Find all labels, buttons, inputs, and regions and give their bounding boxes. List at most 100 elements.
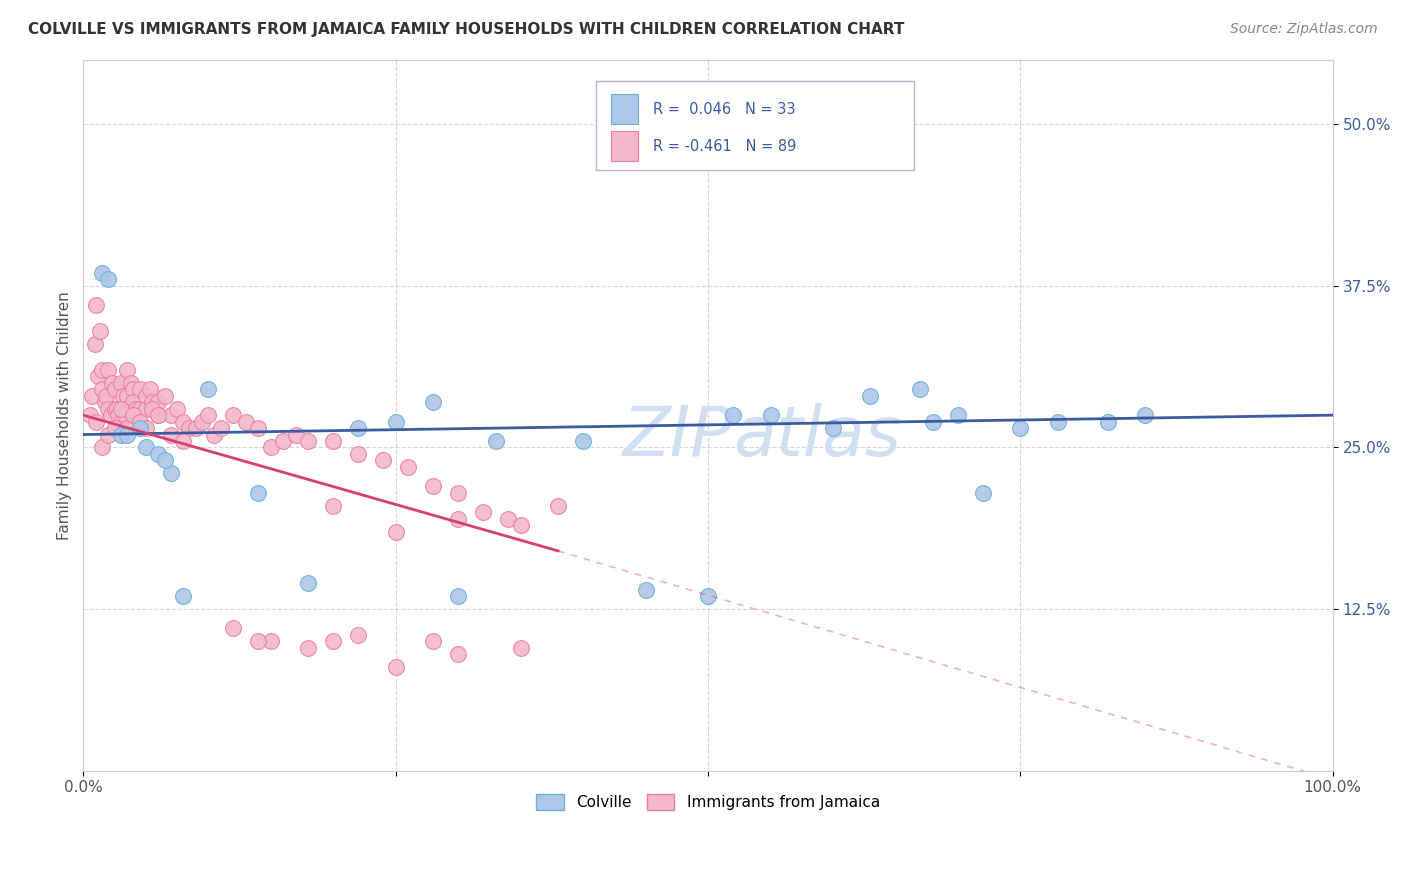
Point — [1046, 415, 1069, 429]
Point — [112, 389, 135, 403]
Point — [148, 395, 170, 409]
Point — [260, 634, 283, 648]
Point — [347, 421, 370, 435]
Point — [141, 395, 163, 409]
Point — [384, 660, 406, 674]
Point — [235, 415, 257, 429]
Point — [94, 389, 117, 403]
Point — [572, 434, 595, 448]
Point — [472, 505, 495, 519]
Point — [697, 589, 720, 603]
Point — [103, 401, 125, 416]
Point — [148, 408, 170, 422]
Point — [115, 389, 138, 403]
Point — [172, 589, 194, 603]
Point — [247, 634, 270, 648]
Point — [347, 447, 370, 461]
Point — [128, 401, 150, 416]
Point — [222, 408, 245, 422]
Point — [172, 415, 194, 429]
Point — [153, 389, 176, 403]
Point — [103, 421, 125, 435]
Point — [759, 408, 782, 422]
Point — [946, 408, 969, 422]
Point — [122, 408, 145, 422]
Point — [128, 421, 150, 435]
Point — [128, 415, 150, 429]
Point — [859, 389, 882, 403]
Point — [97, 363, 120, 377]
Point — [447, 648, 470, 662]
Point — [110, 401, 132, 416]
Point — [322, 499, 344, 513]
Point — [122, 395, 145, 409]
Point — [91, 441, 114, 455]
Point — [384, 524, 406, 539]
Point — [79, 408, 101, 422]
Point — [159, 408, 181, 422]
Point — [91, 363, 114, 377]
Point — [821, 421, 844, 435]
Point — [922, 415, 945, 429]
Point — [103, 382, 125, 396]
Point — [247, 485, 270, 500]
Point — [222, 622, 245, 636]
Point — [91, 382, 114, 396]
Point — [972, 485, 994, 500]
Point — [297, 576, 319, 591]
Text: atlas: atlas — [733, 403, 901, 470]
Legend: Colville, Immigrants from Jamaica: Colville, Immigrants from Jamaica — [530, 789, 886, 816]
Point — [115, 427, 138, 442]
Point — [84, 415, 107, 429]
Point — [135, 401, 157, 416]
Y-axis label: Family Households with Children: Family Households with Children — [58, 291, 72, 540]
Point — [141, 401, 163, 416]
Text: R = -0.461   N = 89: R = -0.461 N = 89 — [652, 139, 796, 153]
Point — [110, 427, 132, 442]
Point — [110, 415, 132, 429]
Point — [485, 434, 508, 448]
Point — [1097, 415, 1119, 429]
Point — [101, 376, 124, 390]
Point — [166, 401, 188, 416]
Point — [297, 640, 319, 655]
FancyBboxPatch shape — [596, 81, 914, 169]
Point — [184, 421, 207, 435]
Point — [114, 408, 136, 422]
Point — [135, 421, 157, 435]
Point — [122, 382, 145, 396]
Text: R =  0.046   N = 33: R = 0.046 N = 33 — [652, 102, 796, 117]
Point — [509, 518, 531, 533]
Point — [179, 421, 201, 435]
Point — [105, 401, 128, 416]
Point — [447, 589, 470, 603]
Point — [297, 434, 319, 448]
Point — [80, 389, 103, 403]
Point — [89, 324, 111, 338]
Point — [509, 640, 531, 655]
Point — [496, 511, 519, 525]
Point — [1135, 408, 1157, 422]
Point — [97, 401, 120, 416]
Point — [135, 389, 157, 403]
Point — [148, 408, 170, 422]
Point — [204, 427, 226, 442]
Point — [322, 634, 344, 648]
Point — [209, 421, 232, 435]
Point — [384, 415, 406, 429]
Point — [422, 395, 444, 409]
Point — [447, 485, 470, 500]
Point — [373, 453, 395, 467]
Point — [107, 408, 129, 422]
Point — [84, 298, 107, 312]
Point — [721, 408, 744, 422]
Point — [447, 511, 470, 525]
Point — [191, 415, 214, 429]
Point — [547, 499, 569, 513]
Point — [159, 427, 181, 442]
Point — [634, 582, 657, 597]
Point — [97, 427, 120, 442]
Point — [197, 408, 219, 422]
Point — [128, 382, 150, 396]
Point — [172, 434, 194, 448]
